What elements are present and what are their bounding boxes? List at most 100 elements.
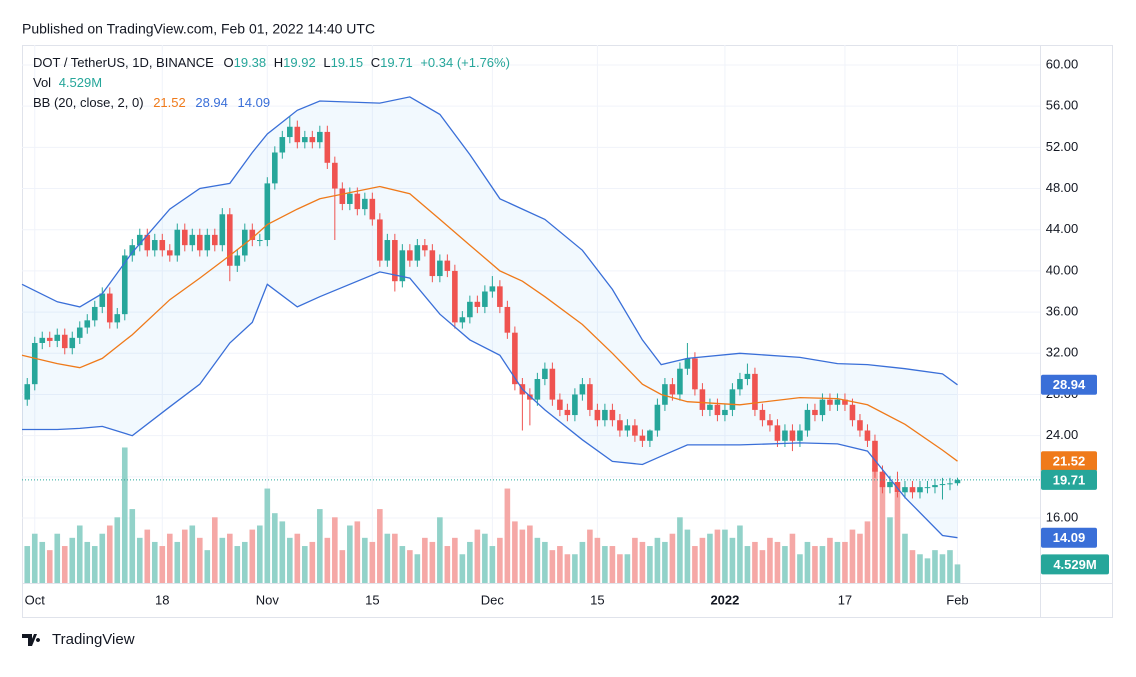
candle-body <box>196 234 203 251</box>
volume-bar <box>737 525 743 583</box>
candle-body <box>624 425 631 431</box>
candle-body <box>534 379 541 400</box>
candle-body <box>437 260 443 277</box>
volume-bar <box>804 541 811 583</box>
candle-body <box>744 373 751 380</box>
candle-body <box>879 471 886 488</box>
volume-bar <box>414 554 421 583</box>
volume-bar <box>302 546 308 583</box>
candle-body <box>347 193 353 204</box>
volume-bar <box>114 517 121 583</box>
open-letter: O <box>223 55 233 70</box>
y-tick-label: 44.00 <box>1046 221 1079 236</box>
volume-bar <box>377 509 383 583</box>
volume-bar <box>219 537 226 583</box>
bb-upper-line <box>21 96 958 386</box>
bb-middle-value: 21.52 <box>153 95 186 110</box>
legend-bollinger: BB (20, close, 2, 0) 21.52 28.94 14.09 <box>33 95 270 110</box>
change: +0.34 (+1.76%) <box>420 55 510 70</box>
volume-bar <box>474 529 481 583</box>
candle-body <box>452 270 458 323</box>
candle-body <box>287 126 293 138</box>
volume-bar <box>429 541 436 583</box>
candle-body <box>444 260 451 271</box>
candle-body <box>654 404 661 431</box>
volume-bar <box>489 546 496 583</box>
candle-body <box>324 131 331 163</box>
candle-body <box>849 404 856 421</box>
y-tick-label: 36.00 <box>1046 304 1079 319</box>
volume-bar <box>834 541 841 583</box>
volume-bar <box>519 529 526 583</box>
candle-body <box>211 234 218 246</box>
volume-bar <box>797 554 803 583</box>
candle-body <box>774 425 781 441</box>
y-tick-label: 40.00 <box>1046 262 1079 277</box>
candle-body <box>84 320 91 328</box>
x-tick-label: 17 <box>838 592 852 607</box>
candle-body <box>384 240 391 261</box>
volume-bar <box>31 533 38 583</box>
candle-body <box>497 286 503 307</box>
candle-body <box>422 245 428 251</box>
volume-bar <box>69 537 76 583</box>
volume-bar <box>257 525 263 583</box>
volume-bar <box>684 529 691 583</box>
volume-bar <box>166 533 173 583</box>
candle-body <box>564 409 571 416</box>
x-tick-label: 2022 <box>710 592 739 607</box>
candle-body <box>46 337 53 341</box>
y-tick-label: 32.00 <box>1046 345 1079 360</box>
volume-bar <box>354 521 361 583</box>
volume-bar <box>61 546 68 583</box>
candle-body <box>767 420 773 426</box>
y-tick-label: 24.00 <box>1046 427 1079 442</box>
y-tick-label: 52.00 <box>1046 139 1079 154</box>
volume-bar <box>467 541 473 583</box>
volume-bar <box>564 554 571 583</box>
x-tick-label: 15 <box>590 592 604 607</box>
candle-body <box>129 245 136 256</box>
volume-bar <box>242 541 248 583</box>
volume-bar <box>654 537 661 583</box>
volume-bar <box>632 537 638 583</box>
candle-body <box>257 240 263 242</box>
candle-body <box>609 409 616 421</box>
candle-body <box>174 229 181 256</box>
volume-bar <box>789 533 796 583</box>
candle-body <box>864 430 871 441</box>
volume-bar <box>189 525 196 583</box>
candle-body <box>512 332 518 385</box>
volume-bar <box>947 550 953 583</box>
x-tick-label: Feb <box>946 592 968 607</box>
plot <box>21 45 1040 583</box>
x-tick-label: Dec <box>481 592 505 607</box>
volume-bar <box>624 554 631 583</box>
candle-body <box>579 384 586 395</box>
volume-bar <box>339 550 346 583</box>
volume-bar <box>84 541 91 583</box>
candle-body <box>242 229 248 256</box>
candle-body <box>467 301 473 318</box>
volume-bar <box>482 533 488 583</box>
candle-body <box>804 409 811 431</box>
candle-body <box>144 234 151 251</box>
volume-tag: 4.529M <box>1053 557 1096 572</box>
bb-lower-tag: 14.09 <box>1053 530 1086 545</box>
candle-body <box>294 126 301 143</box>
candle-body <box>482 291 488 307</box>
volume-bar <box>174 541 181 583</box>
candle-body <box>527 394 533 400</box>
high-value: 19.92 <box>283 55 316 70</box>
open-value: 19.38 <box>234 55 267 70</box>
candle-body <box>309 137 316 143</box>
x-tick-label: Nov <box>256 592 280 607</box>
volume-bar <box>151 541 158 583</box>
bb-upper-tag-box <box>1041 374 1097 395</box>
bb-middle-tag: 21.52 <box>1053 454 1086 469</box>
bb-lower-value: 14.09 <box>238 95 271 110</box>
volume-bar <box>272 513 278 583</box>
candle-body <box>339 188 346 204</box>
volume-bar <box>279 521 286 583</box>
